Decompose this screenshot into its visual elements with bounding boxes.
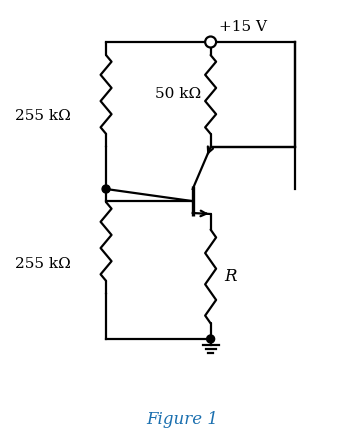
Text: R: R: [225, 268, 237, 285]
Circle shape: [207, 335, 215, 343]
Text: 50 kΩ: 50 kΩ: [155, 88, 201, 101]
Text: 255 kΩ: 255 kΩ: [16, 257, 71, 271]
Circle shape: [102, 185, 110, 193]
Text: 255 kΩ: 255 kΩ: [16, 109, 71, 122]
Circle shape: [205, 37, 216, 47]
Text: Figure 1: Figure 1: [146, 410, 218, 427]
Text: +15 V: +15 V: [219, 20, 266, 34]
